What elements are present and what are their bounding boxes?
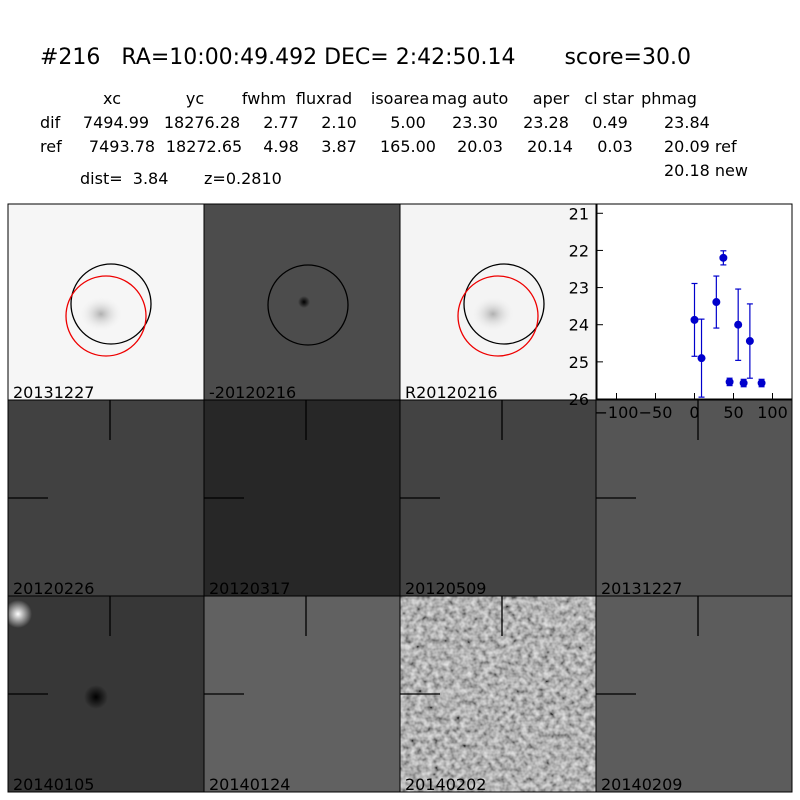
cell: 2.77 (263, 113, 299, 132)
column-header: fwhm (242, 89, 286, 108)
stamp-label: 20120226 (13, 579, 94, 598)
stamp-label: 20120509 (405, 579, 486, 598)
x-tick-label: 100 (757, 403, 788, 422)
light-curve: −100 −50 0 50 100 21 22 23 24 25 26 (569, 203, 793, 422)
point (739, 379, 748, 388)
cell: 5.00 (390, 113, 426, 132)
source (4, 600, 32, 628)
column-header: fluxrad (296, 89, 352, 108)
source (471, 296, 515, 332)
y-tick-label: 25 (569, 353, 589, 372)
x-tick-label: 50 (723, 403, 743, 422)
point (757, 379, 766, 388)
point (697, 354, 706, 363)
cell: 20.03 (457, 137, 503, 156)
extra: 20.18 new (664, 161, 748, 180)
column-header: isoarea (371, 89, 429, 108)
cell: 20.14 (527, 137, 573, 156)
circle (457, 275, 539, 357)
circle (463, 263, 545, 345)
cell: 4.98 (263, 137, 299, 156)
stamp-label: R20120216 (405, 383, 498, 402)
cell: 18276.28 (164, 113, 240, 132)
cell: 0.03 (597, 137, 633, 156)
cell: 165.00 (380, 137, 436, 156)
y-tick-label: 22 (569, 241, 589, 260)
stamp-label: 20140124 (209, 775, 290, 794)
cell: 20.09 ref (664, 137, 737, 156)
column-header: xc (103, 89, 121, 108)
overlays (65, 263, 545, 357)
y-tick-label: 26 (569, 390, 589, 409)
stamp-label: -20120216 (209, 383, 296, 402)
point (725, 377, 734, 386)
cell: 23.28 (523, 113, 569, 132)
title: #216 RA=10:00:49.492 DEC= 2:42:50.14 sco… (40, 45, 691, 70)
column-header: aper (533, 89, 570, 108)
cell: 7493.78 (89, 137, 155, 156)
stamp-label: 20140209 (601, 775, 682, 794)
circle (65, 275, 147, 357)
source (84, 685, 108, 709)
source (298, 296, 310, 308)
x-tick-label: −100 (595, 403, 639, 422)
cell: 3.87 (321, 137, 357, 156)
cell: 7494.99 (83, 113, 149, 132)
cell: 18272.65 (166, 137, 242, 156)
cell: 23.84 (664, 113, 710, 132)
row-label: ref (40, 137, 62, 156)
circle (267, 264, 349, 346)
stamp-label: 20120317 (209, 579, 290, 598)
stamp-label: 20131227 (13, 383, 94, 402)
stamps: 20131227 -20120216 R20120216 20120226 201203… (4, 203, 793, 794)
y-tick-label: 24 (569, 316, 589, 335)
cell: 23.30 (452, 113, 498, 132)
cell: 0.49 (592, 113, 628, 132)
column-header: phmag (641, 89, 697, 108)
x-tick-label: −50 (639, 403, 673, 422)
y-tick-label: 21 (569, 204, 589, 223)
point (690, 315, 699, 324)
source (79, 296, 123, 332)
row-label: dif (40, 113, 61, 132)
circle (70, 263, 152, 345)
point (712, 298, 721, 307)
x-tick-label: 0 (689, 403, 699, 422)
y-tick-label: 23 (569, 279, 589, 298)
table: xc yc fwhm fluxrad isoarea mag auto aper cl sta… (40, 89, 737, 156)
column-header: mag auto (432, 89, 509, 108)
column-header: yc (186, 89, 204, 108)
point (734, 320, 743, 329)
info: dist= 3.84 z=0.2810 (80, 169, 282, 188)
stamp-label: 20131227 (601, 579, 682, 598)
point (745, 337, 754, 346)
cell: 2.10 (321, 113, 357, 132)
stamp-label: 20140202 (405, 775, 486, 794)
stamp-label: 20140105 (13, 775, 94, 794)
column-header: cl star (584, 89, 634, 108)
stamp-border (595, 595, 793, 793)
point (719, 253, 728, 262)
